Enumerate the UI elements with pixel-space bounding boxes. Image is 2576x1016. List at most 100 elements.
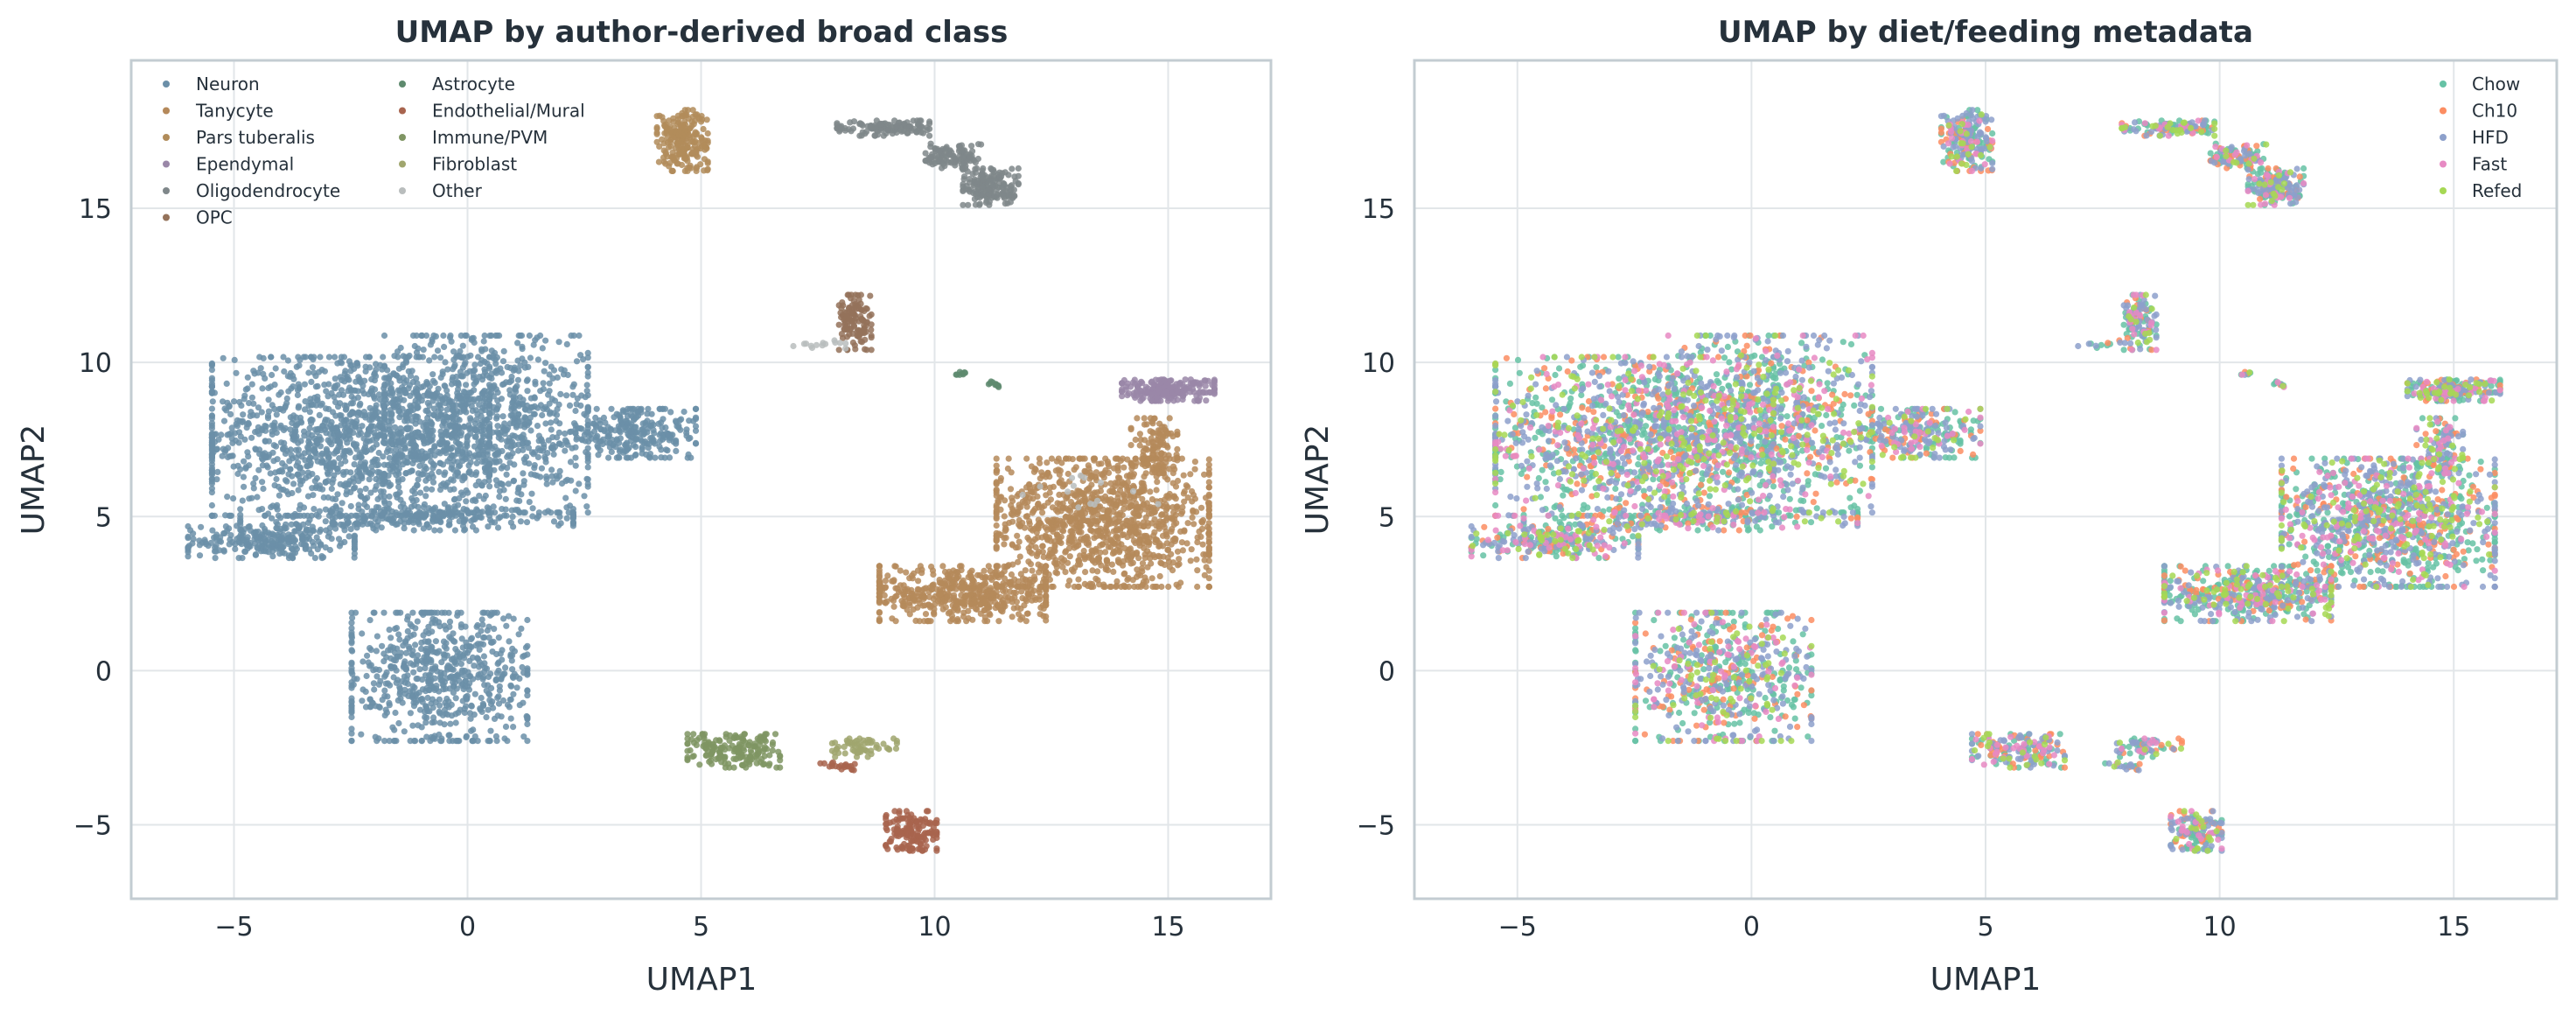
- scatter-point: [359, 697, 366, 704]
- scatter-point: [506, 704, 513, 711]
- scatter-point: [213, 445, 220, 452]
- scatter-point: [436, 527, 443, 534]
- scatter-point: [1008, 510, 1015, 517]
- scatter-point: [473, 506, 480, 513]
- scatter-point: [510, 415, 517, 422]
- scatter-point: [437, 519, 444, 526]
- scatter-point: [461, 475, 468, 482]
- scatter-point: [220, 417, 228, 424]
- scatter-point: [472, 433, 479, 440]
- scatter-point: [332, 412, 339, 419]
- scatter-point: [228, 424, 235, 431]
- scatter-point: [1044, 459, 1051, 466]
- scatter-point: [251, 370, 258, 377]
- scatter-point: [390, 403, 397, 410]
- scatter-point: [380, 658, 387, 665]
- scatter-point: [673, 447, 680, 454]
- scatter-point: [323, 445, 330, 452]
- scatter-point: [367, 364, 373, 371]
- scatter-point: [1097, 532, 1104, 539]
- scatter-point: [480, 433, 487, 440]
- scatter-point: [1123, 517, 1130, 524]
- scatter-point: [415, 503, 422, 511]
- scatter-point: [939, 563, 946, 570]
- scatter-point: [481, 358, 488, 365]
- scatter-point: [212, 544, 219, 551]
- scatter-point: [441, 669, 448, 677]
- scatter-point: [1141, 487, 1148, 494]
- scatter-point: [371, 686, 378, 693]
- scatter-point: [423, 658, 430, 665]
- scatter-point: [437, 482, 445, 489]
- scatter-point: [240, 411, 247, 418]
- scatter-point: [422, 648, 429, 655]
- scatter-point: [576, 480, 583, 487]
- scatter-point: [460, 406, 467, 413]
- scatter-point: [257, 548, 265, 555]
- scatter-point: [478, 641, 485, 648]
- scatter-point: [486, 691, 493, 698]
- scatter-point: [550, 367, 558, 374]
- scatter-point: [692, 427, 700, 434]
- scatter-point: [334, 491, 341, 498]
- scatter-point: [363, 672, 370, 680]
- scatter-point: [232, 545, 239, 553]
- scatter-point: [1036, 519, 1044, 527]
- scatter-point: [358, 731, 365, 738]
- scatter-point: [436, 468, 443, 475]
- scatter-point: [1154, 479, 1161, 486]
- scatter-point: [357, 487, 364, 494]
- scatter-point: [257, 365, 264, 372]
- scatter-point: [575, 424, 582, 431]
- scatter-point: [459, 491, 466, 499]
- scatter-point: [252, 429, 259, 436]
- scatter-point: [482, 492, 489, 500]
- scatter-point: [402, 664, 409, 671]
- scatter-point: [373, 673, 380, 680]
- scatter-point: [284, 535, 291, 542]
- scatter-point: [397, 396, 404, 403]
- scatter-point: [546, 410, 554, 417]
- scatter-point: [437, 411, 444, 418]
- scatter-point: [350, 475, 357, 482]
- scatter-point: [380, 493, 388, 500]
- scatter-point: [367, 617, 373, 624]
- scatter-point: [1121, 480, 1128, 487]
- scatter-point: [1111, 549, 1118, 557]
- scatter-point: [287, 426, 294, 433]
- scatter-point: [468, 634, 476, 641]
- scatter-point: [280, 445, 287, 452]
- scatter-point: [644, 417, 651, 424]
- scatter-point: [268, 354, 275, 361]
- scatter-point: [1157, 559, 1164, 566]
- scatter-point: [386, 493, 393, 501]
- scatter-point: [348, 713, 355, 721]
- scatter-point: [541, 368, 548, 375]
- scatter-point: [610, 442, 617, 449]
- scatter-point: [229, 439, 236, 446]
- scatter-point: [296, 506, 303, 513]
- left-panel: UMAP by author-derived broad class −5 0 5 1…: [16, 15, 1273, 998]
- scatter-point: [692, 416, 700, 423]
- scatter-point: [429, 371, 436, 378]
- scatter-point: [563, 340, 570, 347]
- scatter-point: [227, 410, 234, 417]
- scatter-point: [431, 444, 438, 451]
- scatter-point: [473, 459, 480, 467]
- scatter-point: [381, 711, 388, 719]
- scatter-point: [1064, 494, 1071, 501]
- scatter-point: [993, 462, 1000, 469]
- scatter-point: [357, 379, 364, 386]
- scatter-point: [506, 391, 513, 398]
- scatter-point: [1071, 466, 1078, 473]
- scatter-point: [509, 432, 516, 439]
- scatter-point: [262, 427, 269, 434]
- scatter-point: [658, 454, 665, 461]
- scatter-point: [458, 669, 466, 676]
- scatter-point: [494, 423, 501, 430]
- scatter-point: [325, 393, 332, 400]
- scatter-point: [208, 433, 215, 440]
- scatter-point: [322, 459, 329, 467]
- scatter-point: [472, 497, 479, 505]
- scatter-point: [304, 527, 311, 534]
